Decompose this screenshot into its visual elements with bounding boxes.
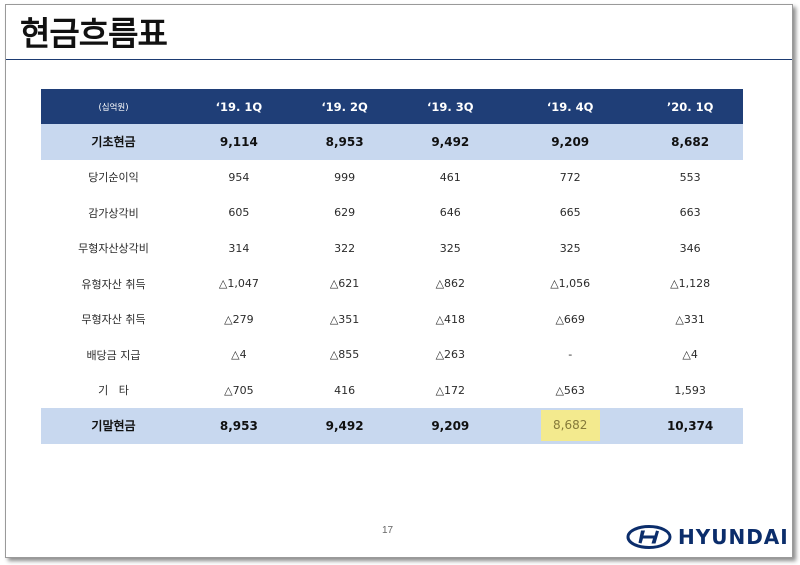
table-cell: 9,209	[551, 134, 590, 149]
table-cell: 314	[228, 241, 250, 255]
row-label: 무형자산상각비	[78, 242, 149, 256]
highlighted-value: 8,682	[540, 410, 600, 442]
table-row: 감가상각비 605 629 646 665 663	[41, 195, 743, 231]
page-title: 현금흐름표	[20, 14, 168, 53]
table-header-row: (십억원) ‘19. 1Q ‘19. 2Q ‘19. 3Q ‘19. 4Q ’2…	[41, 89, 743, 124]
table-cell: -	[568, 348, 573, 362]
unit-label: (십억원)	[98, 102, 129, 113]
table-cell: △351	[329, 312, 360, 326]
table-cell: 954	[228, 170, 250, 184]
row-label: 유형자산 취득	[81, 277, 146, 291]
column-header: ‘19. 4Q	[546, 99, 594, 114]
table-cell: 1,593	[674, 383, 706, 397]
table-cell: 9,492	[325, 418, 364, 433]
table-row: 배당금 지급 △4 △855 △263 - △4	[41, 337, 743, 373]
table-cell: 665	[559, 206, 581, 220]
table-cell: △563	[555, 383, 585, 397]
table-cell: 9,114	[219, 134, 258, 149]
table-cell: 999	[334, 170, 356, 184]
table-cell: 646	[439, 206, 461, 220]
table-cell: 8,953	[325, 134, 364, 149]
row-label: 무형자산 취득	[81, 313, 146, 327]
table-cell: △172	[435, 383, 466, 397]
highlighted-cell: 8,682	[503, 408, 637, 444]
table-row: 기 타 △705 416 △172 △563 1,593	[41, 373, 743, 409]
table-cell: 346	[679, 241, 701, 255]
table-cell: △705	[224, 383, 254, 397]
table-cell: △331	[675, 312, 705, 326]
table-row: 당기순이익 954 999 461 772 553	[41, 160, 743, 196]
table-cell: 772	[559, 170, 581, 184]
table-cell: 629	[334, 206, 356, 220]
table-cell: 325	[439, 241, 461, 255]
title-divider	[6, 59, 792, 60]
table-cell: 553	[679, 170, 701, 184]
column-header: ‘19. 1Q	[215, 99, 263, 114]
column-header: ’20. 1Q	[666, 99, 714, 114]
table-cell: △621	[329, 277, 360, 291]
table-cell: 322	[334, 241, 356, 255]
table-row: 무형자산 취득 △279 △351 △418 △669 △331	[41, 302, 743, 338]
table-cell: 325	[559, 241, 581, 255]
table-cell: △855	[329, 348, 360, 362]
table-cell: 9,492	[431, 134, 470, 149]
row-label: 기초현금	[91, 135, 136, 150]
table-cell: △279	[224, 312, 254, 326]
row-label: 배당금 지급	[86, 348, 141, 362]
row-label: 기 타	[98, 384, 129, 398]
table-cell: △4	[231, 348, 247, 362]
table-cell: △669	[555, 312, 585, 326]
table-cell: 461	[439, 170, 461, 184]
column-header: ‘19. 2Q	[321, 99, 368, 114]
row-label: 감가상각비	[88, 206, 139, 220]
table-row: 무형자산상각비 314 322 325 325 346	[41, 231, 743, 267]
table-row: 유형자산 취득 △1,047 △621 △862 △1,056 △1,128	[41, 266, 743, 302]
table-cell: △4	[682, 348, 698, 362]
cash-flow-table: (십억원) ‘19. 1Q ‘19. 2Q ‘19. 3Q ‘19. 4Q ’2…	[41, 89, 743, 444]
table-cell: △418	[435, 312, 466, 326]
table-cell: △1,128	[670, 277, 711, 291]
row-label: 당기순이익	[88, 171, 139, 185]
table-cell: 8,682	[671, 134, 710, 149]
table-row-ending-cash: 기말현금 8,953 9,492 9,209 8,682 10,374	[41, 408, 743, 444]
table-cell: △1,056	[550, 277, 591, 291]
table-cell: 663	[679, 206, 701, 220]
hyundai-logo: HYUNDAI	[626, 525, 789, 549]
table-cell: 605	[228, 206, 250, 220]
table-cell: 10,374	[666, 418, 714, 433]
brand-wordmark: HYUNDAI	[678, 525, 789, 549]
table-cell: △263	[435, 348, 466, 362]
table-cell: 8,953	[219, 418, 258, 433]
hyundai-emblem-icon	[626, 525, 672, 549]
page-number: 17	[382, 525, 394, 536]
table-cell: 9,209	[431, 418, 470, 433]
table-cell: △862	[435, 277, 466, 291]
column-header: ‘19. 3Q	[427, 99, 474, 114]
row-label: 기말현금	[91, 419, 136, 434]
table-cell: △1,047	[218, 277, 259, 291]
table-row-beginning-cash: 기초현금 9,114 8,953 9,492 9,209 8,682	[41, 124, 743, 160]
table-cell: 416	[334, 383, 356, 397]
slide: 현금흐름표 (십억원) ‘19. 1Q ‘19. 2Q ‘19. 3Q ‘19.…	[5, 4, 793, 558]
